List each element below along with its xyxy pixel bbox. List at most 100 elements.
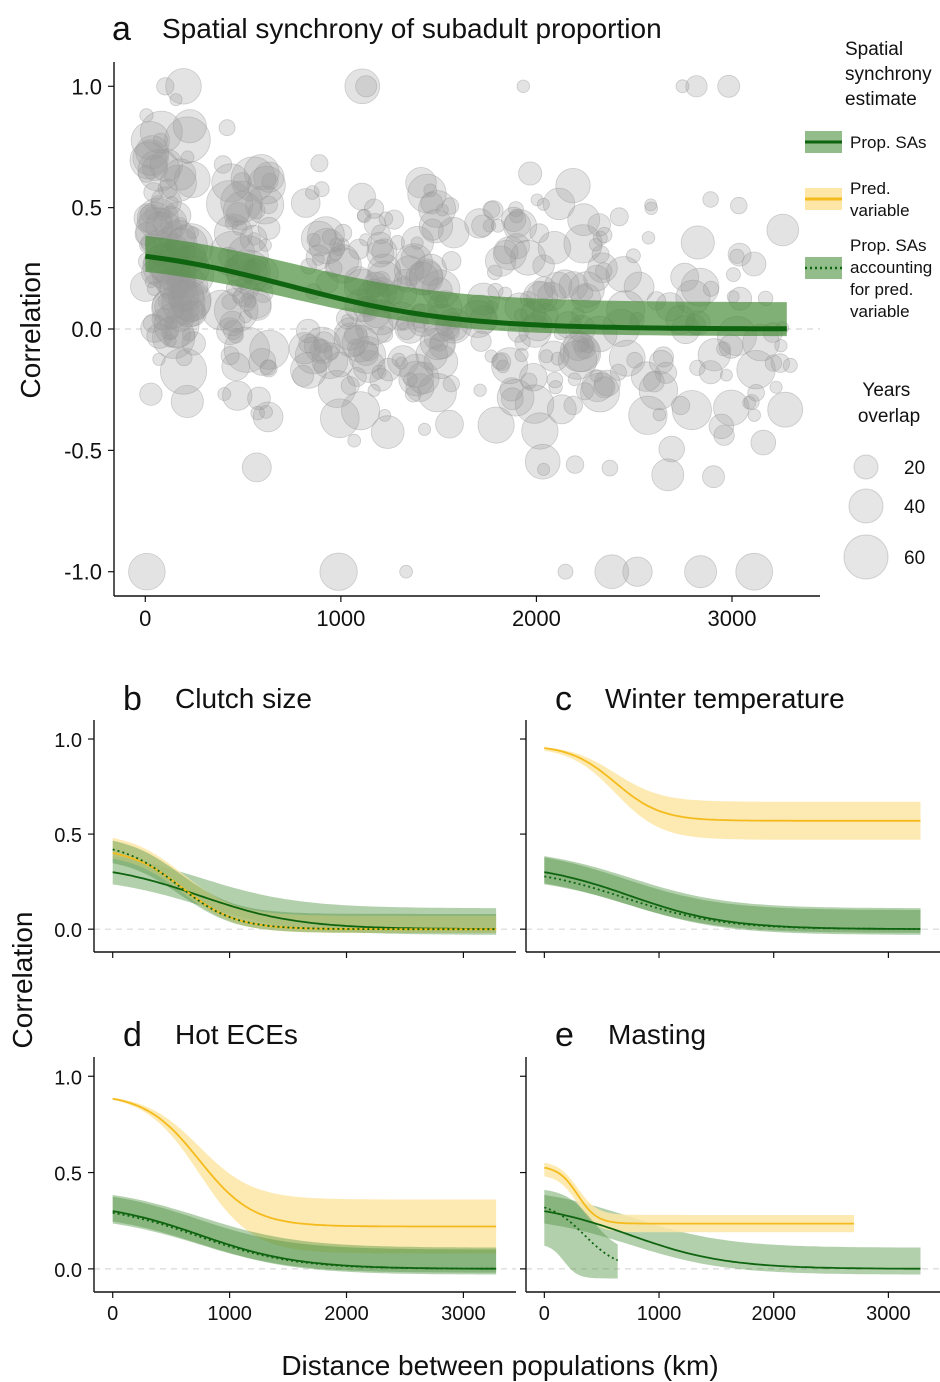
scatter-point xyxy=(626,351,643,369)
scatter-point xyxy=(225,201,250,226)
scatter-point xyxy=(331,242,346,256)
scatter-point xyxy=(173,279,205,312)
scatter-point xyxy=(730,196,748,215)
scatter-point xyxy=(376,357,401,382)
yellow-confidence-band xyxy=(112,1097,497,1254)
scatter-point xyxy=(492,236,527,271)
scatter-point xyxy=(310,154,329,173)
scatter-point xyxy=(334,317,368,351)
scatter-point xyxy=(173,217,188,231)
scatter-point xyxy=(216,317,244,346)
panel-e: e Masting 0 1000 2000 3000 xyxy=(520,1016,940,1325)
scatter-point xyxy=(239,224,268,253)
scatter-point xyxy=(504,211,531,238)
scatter-point xyxy=(726,267,741,283)
scatter-point xyxy=(404,385,422,403)
scatter-point xyxy=(520,372,538,390)
scatter-point xyxy=(567,203,601,237)
scatter-point xyxy=(298,333,318,354)
scatter-point xyxy=(323,345,339,361)
scatter-point xyxy=(296,318,321,344)
scatter-point xyxy=(727,242,752,267)
scatter-point xyxy=(782,357,798,373)
green-line-prop-sas xyxy=(544,871,921,930)
scatter-point xyxy=(137,164,156,183)
scatter-point xyxy=(369,368,393,392)
yellow-confidence-band xyxy=(112,837,497,933)
scatter-point xyxy=(548,380,563,395)
scatter-points xyxy=(128,68,804,591)
scatter-point xyxy=(206,180,254,228)
scatter-point xyxy=(514,334,531,351)
scatter-point xyxy=(503,233,530,260)
scatter-point xyxy=(363,213,387,236)
scatter-point xyxy=(308,227,346,265)
scatter-point xyxy=(163,334,177,348)
plot-c-area xyxy=(520,720,940,958)
scatter-point xyxy=(580,339,595,354)
scatter-point xyxy=(741,251,767,277)
scatter-point xyxy=(154,292,184,322)
scatter-point xyxy=(514,347,529,362)
scatter-point xyxy=(387,345,419,377)
y-tick-label: -1.0 xyxy=(64,560,102,585)
scatter-point xyxy=(501,206,527,232)
plot-d-area: 0.0 0.5 1.0 0 1000 2000 3000 xyxy=(54,1057,516,1325)
scatter-point xyxy=(492,352,512,372)
scatter-point xyxy=(644,198,658,212)
scatter-point xyxy=(220,180,263,224)
scatter-point xyxy=(224,216,239,231)
scatter-point xyxy=(764,354,783,372)
panel-a: a Spatial synchrony of subadult proporti… xyxy=(15,10,820,631)
scatter-point xyxy=(423,344,459,380)
green-confidence-band xyxy=(544,1189,618,1279)
panel-a-ylabel: Correlation xyxy=(15,262,46,399)
scatter-point xyxy=(680,225,715,260)
scatter-point xyxy=(530,193,544,207)
scatter-point xyxy=(743,394,760,410)
scatter-point xyxy=(243,293,272,321)
scatter-point xyxy=(146,323,173,349)
x-tick-label: 1000 xyxy=(316,606,365,631)
fit-line-prop-sas xyxy=(144,253,787,332)
scatter-point xyxy=(473,383,487,397)
scatter-point xyxy=(370,415,405,449)
scatter-point xyxy=(532,276,556,300)
scatter-point xyxy=(574,337,596,360)
scatter-point xyxy=(529,223,550,244)
scatter-point xyxy=(399,353,434,388)
scatter-point xyxy=(129,141,168,180)
panel-d: d Hot ECEs 0.0 0.5 1.0 0 1000 2000 3000 xyxy=(54,1016,516,1325)
scatter-point xyxy=(601,459,619,477)
scatter-point xyxy=(247,232,261,246)
scatter-point xyxy=(398,360,435,397)
scatter-point xyxy=(222,190,263,231)
scatter-point xyxy=(366,231,393,258)
scatter-point xyxy=(303,326,341,364)
scatter-point xyxy=(654,361,678,384)
scatter-point xyxy=(503,209,538,244)
scatter-point xyxy=(128,553,166,591)
scatter-point xyxy=(156,208,170,222)
scatter-point xyxy=(163,201,192,230)
scatter-point xyxy=(135,135,170,170)
scatter-point xyxy=(248,347,277,376)
scatter-point xyxy=(165,195,179,210)
scatter-point xyxy=(290,188,321,218)
scatter-point xyxy=(261,172,279,190)
scatter-point xyxy=(609,207,629,227)
scatter-point xyxy=(313,339,328,354)
scatter-point xyxy=(211,163,251,203)
scatter-point xyxy=(141,154,168,181)
scatter-point xyxy=(559,332,600,373)
scatter-point xyxy=(157,178,178,199)
green-confidence-band xyxy=(112,1196,497,1273)
scatter-point xyxy=(638,370,679,411)
scatter-point xyxy=(152,315,196,359)
scatter-point xyxy=(596,226,613,244)
legend-size-title: Years overlap xyxy=(858,380,920,427)
scatter-point xyxy=(702,280,719,297)
panel-c-letter: c xyxy=(555,680,572,718)
scatter-point xyxy=(713,424,735,446)
scatter-point xyxy=(347,433,362,448)
